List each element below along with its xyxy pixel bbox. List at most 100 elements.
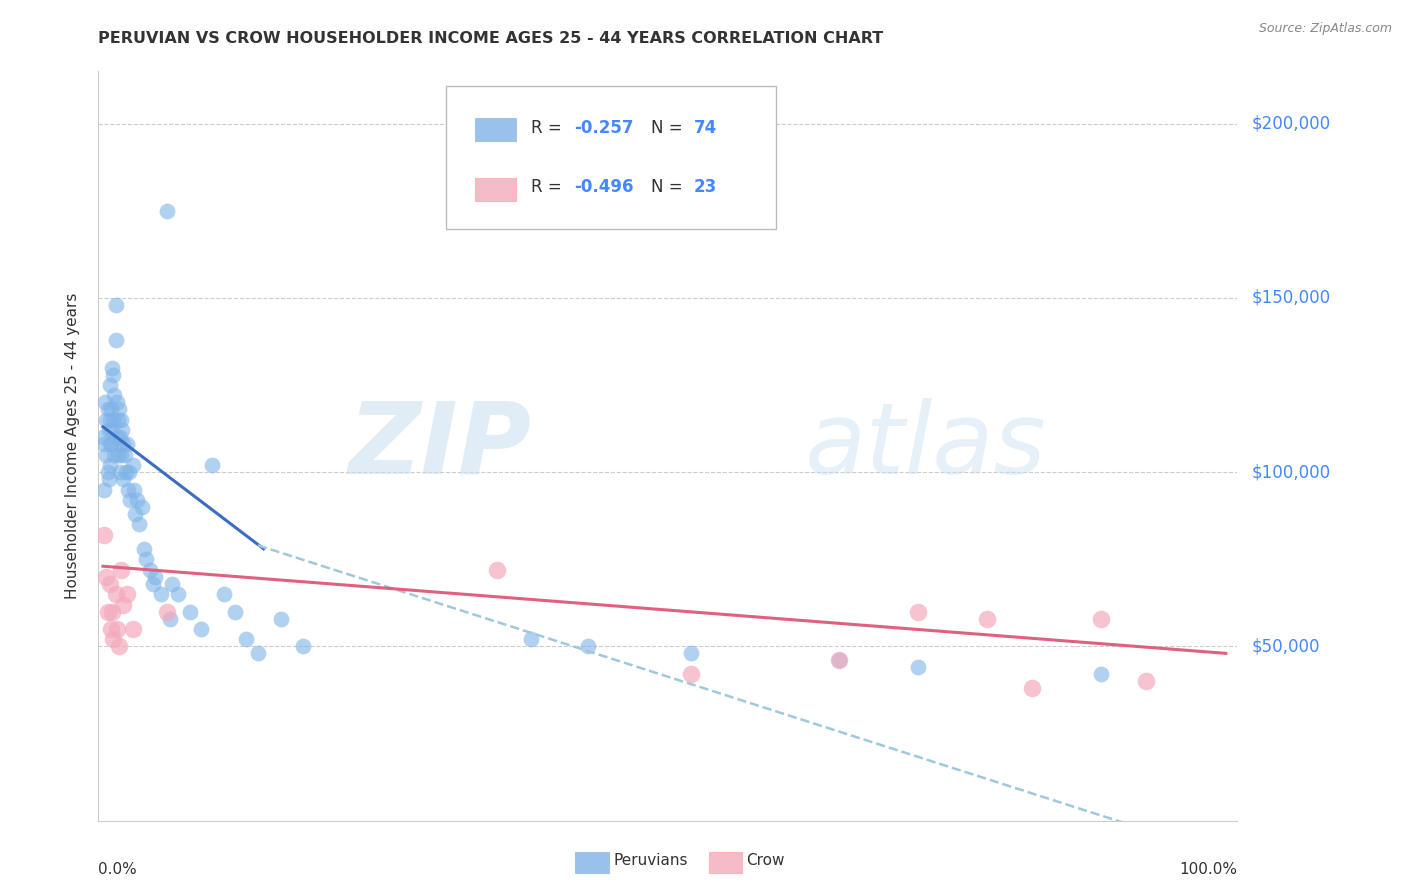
Text: 23: 23: [695, 178, 717, 196]
Point: [94, 395, 117, 409]
Point: [103, 368, 125, 382]
Point: [96, 448, 118, 462]
Point: [224, 605, 246, 619]
Point: [96, 465, 118, 479]
Text: PERUVIAN VS CROW HOUSEHOLDER INCOME AGES 25 - 44 YEARS CORRELATION CHART: PERUVIAN VS CROW HOUSEHOLDER INCOME AGES…: [98, 31, 883, 46]
Point: [93, 483, 115, 497]
Point: [118, 465, 141, 479]
Point: [201, 458, 224, 472]
Point: [156, 605, 179, 619]
Point: [114, 448, 136, 462]
Point: [132, 541, 155, 556]
Point: [976, 611, 998, 625]
Text: Crow: Crow: [747, 854, 785, 868]
Point: [98, 437, 121, 451]
Point: [110, 563, 132, 577]
Point: [93, 528, 115, 542]
Point: [135, 552, 157, 566]
Text: 74: 74: [695, 119, 717, 136]
Point: [98, 458, 121, 472]
Point: [110, 448, 132, 462]
Point: [111, 423, 134, 437]
Point: [145, 570, 167, 584]
FancyBboxPatch shape: [475, 118, 516, 141]
Point: [270, 611, 292, 625]
Point: [179, 605, 201, 619]
Text: Source: ZipAtlas.com: Source: ZipAtlas.com: [1258, 22, 1392, 36]
Point: [108, 402, 131, 417]
Point: [128, 517, 150, 532]
Point: [105, 395, 128, 409]
Point: [112, 598, 135, 612]
Text: ZIP: ZIP: [349, 398, 531, 494]
Point: [131, 500, 153, 514]
Point: [103, 388, 125, 402]
Text: Peruvians: Peruvians: [613, 854, 688, 868]
Point: [520, 632, 543, 647]
Point: [104, 298, 127, 312]
Point: [110, 413, 132, 427]
Text: -0.496: -0.496: [575, 178, 634, 196]
Point: [212, 587, 235, 601]
Point: [108, 430, 131, 444]
Point: [103, 448, 125, 462]
Point: [114, 465, 136, 479]
Point: [108, 465, 131, 479]
Point: [100, 437, 122, 451]
Point: [138, 563, 160, 577]
Point: [156, 203, 179, 218]
Point: [107, 448, 129, 462]
Point: [96, 605, 118, 619]
Text: -0.257: -0.257: [575, 119, 634, 136]
Point: [115, 587, 138, 601]
Point: [91, 430, 114, 444]
Point: [1090, 611, 1112, 625]
Point: [235, 632, 257, 647]
Point: [159, 611, 181, 625]
Point: [96, 570, 118, 584]
Point: [828, 653, 851, 667]
Text: N =: N =: [651, 178, 688, 196]
Point: [121, 622, 143, 636]
Point: [127, 493, 149, 508]
Point: [112, 472, 135, 486]
Point: [97, 423, 120, 437]
Point: [107, 413, 129, 427]
Text: N =: N =: [651, 119, 688, 136]
Point: [97, 472, 120, 486]
Point: [121, 458, 143, 472]
Point: [150, 587, 173, 601]
Point: [679, 667, 702, 681]
Point: [122, 483, 145, 497]
Point: [246, 646, 269, 660]
Point: [907, 605, 929, 619]
Point: [124, 507, 146, 521]
Point: [101, 605, 124, 619]
Text: atlas: atlas: [804, 398, 1046, 494]
Point: [101, 423, 124, 437]
FancyBboxPatch shape: [446, 87, 776, 228]
Point: [103, 413, 125, 427]
Point: [142, 576, 165, 591]
Point: [108, 640, 131, 654]
Text: $150,000: $150,000: [1251, 289, 1330, 307]
Point: [576, 640, 599, 654]
Point: [679, 646, 702, 660]
Point: [101, 360, 124, 375]
Text: 100.0%: 100.0%: [1180, 862, 1237, 877]
Point: [100, 402, 122, 417]
Point: [1135, 674, 1157, 689]
Point: [486, 563, 509, 577]
Point: [104, 587, 127, 601]
Point: [93, 437, 115, 451]
Point: [117, 483, 139, 497]
Point: [105, 430, 128, 444]
Point: [292, 640, 315, 654]
Point: [112, 437, 135, 451]
Point: [1090, 667, 1112, 681]
Point: [1021, 681, 1043, 696]
Text: $50,000: $50,000: [1251, 638, 1320, 656]
Point: [167, 587, 190, 601]
Y-axis label: Householder Income Ages 25 - 44 years: Householder Income Ages 25 - 44 years: [65, 293, 80, 599]
Point: [108, 437, 131, 451]
